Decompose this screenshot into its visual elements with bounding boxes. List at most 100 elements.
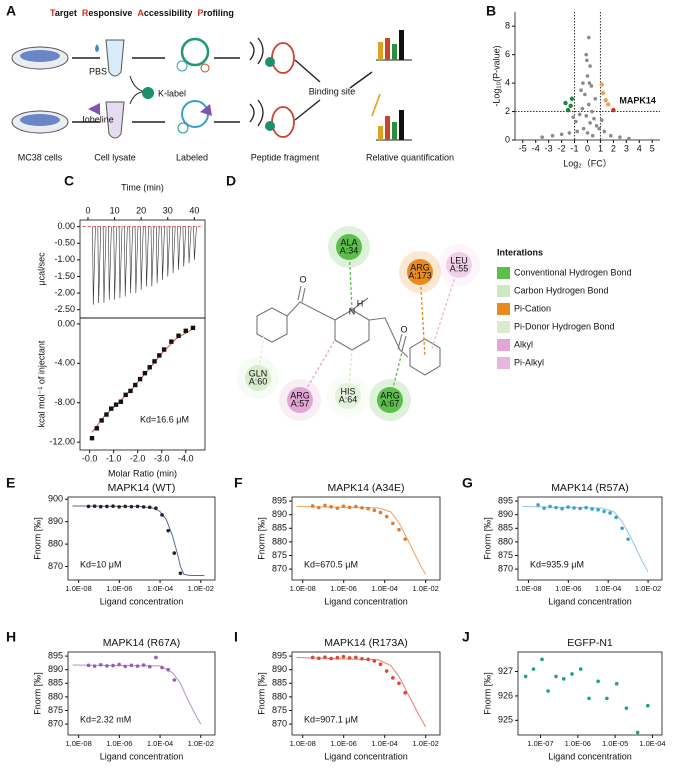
point xyxy=(123,504,128,509)
point xyxy=(403,537,407,541)
point xyxy=(584,52,589,57)
point xyxy=(154,655,158,660)
y-tick-label: -2.50 xyxy=(54,304,75,314)
point xyxy=(586,35,591,40)
y-tick-label: 870 xyxy=(272,718,287,728)
panel-label: A xyxy=(6,3,16,19)
panel-label: C xyxy=(64,173,74,189)
x-tick-label: 1.0E-06 xyxy=(331,584,357,593)
residue xyxy=(377,387,403,413)
point xyxy=(323,503,327,508)
y-tick-label: 875 xyxy=(48,705,63,715)
chart-title: MAPK14 (R67A) xyxy=(103,637,181,649)
point xyxy=(384,514,389,519)
point xyxy=(354,655,358,660)
step-label: Peptide fragment xyxy=(251,152,320,162)
y-tick-label: -8.00 xyxy=(54,397,75,407)
legend-label: Alkyl xyxy=(514,339,533,349)
point xyxy=(378,510,383,515)
residue xyxy=(336,234,362,260)
x-tick-label: 30 xyxy=(163,205,173,215)
point xyxy=(329,504,333,509)
axes xyxy=(67,496,216,581)
y-tick-label: 890 xyxy=(48,664,63,674)
point xyxy=(596,507,600,512)
residue xyxy=(287,387,313,413)
point xyxy=(172,551,177,555)
x-tick-label: -3.0 xyxy=(154,453,170,463)
point xyxy=(620,526,624,531)
axes xyxy=(517,651,663,736)
axes xyxy=(291,651,441,736)
label: Binding site xyxy=(309,86,356,96)
point xyxy=(397,527,401,532)
point xyxy=(635,730,640,735)
x-tick-label: 1.0E-06 xyxy=(555,584,581,593)
molecule xyxy=(256,285,441,376)
y-tick-label: 885 xyxy=(48,678,63,688)
legend-swatch xyxy=(497,357,510,369)
point xyxy=(172,678,177,682)
x-tick-label: 1.0E-02 xyxy=(413,584,439,593)
point xyxy=(596,679,600,684)
point xyxy=(536,503,540,507)
step-label: MC38 cells xyxy=(18,152,63,162)
x-tick-label: 1.0E-04 xyxy=(147,739,173,748)
y-tick-label: 895 xyxy=(272,495,287,505)
x-tick-label: 1.0E-06 xyxy=(106,584,132,593)
legend-label: Carbon Hydrogen Bond xyxy=(514,285,609,295)
x-axis-label: Ligand concentration xyxy=(324,596,408,606)
point xyxy=(581,81,585,85)
point xyxy=(608,511,612,515)
point xyxy=(540,657,544,662)
y-tick-label: 885 xyxy=(498,523,513,533)
residue-chain: A:55 xyxy=(450,263,469,273)
point xyxy=(614,515,618,520)
residue-name: ARG xyxy=(380,390,400,400)
chart-title: MAPK14 (WT) xyxy=(108,482,176,494)
x-tick-label: 1.0E-07 xyxy=(527,739,553,748)
point xyxy=(548,504,552,509)
step-label: Labeled xyxy=(176,152,208,162)
point xyxy=(123,392,128,398)
point xyxy=(403,691,407,695)
point xyxy=(587,81,592,85)
y-tick-label: 0 xyxy=(505,134,510,144)
residue-name: ARG xyxy=(410,262,430,272)
y-tick-label: 6 xyxy=(505,49,510,59)
point xyxy=(590,507,594,511)
injection-peak xyxy=(145,226,149,287)
x-tick-label: 1.0E-04 xyxy=(372,739,398,748)
y-tick-label: 926 xyxy=(498,690,513,700)
point xyxy=(561,677,566,681)
point xyxy=(137,376,143,382)
residue xyxy=(335,383,361,409)
y-tick-label: 880 xyxy=(272,691,287,701)
legend-label: Conventional Hydrogen Bond xyxy=(514,267,632,277)
point xyxy=(92,504,97,508)
residue-name: LEU xyxy=(450,255,468,265)
y-tick-label: 895 xyxy=(272,650,287,660)
panel-label: H xyxy=(6,629,16,645)
point xyxy=(572,506,576,510)
y-tick-label: 0.00 xyxy=(57,221,75,231)
injection-peak xyxy=(193,226,197,260)
legend-swatch xyxy=(497,339,510,351)
point xyxy=(105,504,109,509)
y-tick-label: 870 xyxy=(498,563,513,573)
x-tick-label: 1.0E-08 xyxy=(66,739,92,748)
point xyxy=(147,505,152,510)
x-tick-label: 1.0E-06 xyxy=(565,739,591,748)
point xyxy=(583,92,587,97)
y-tick-label: -12.00 xyxy=(49,436,75,446)
injection-peak xyxy=(156,226,160,284)
y-tick-label: 0.00 xyxy=(57,318,75,328)
x-tick-label: 3 xyxy=(624,143,629,153)
point xyxy=(117,505,121,509)
point xyxy=(599,82,604,87)
point xyxy=(360,506,364,510)
fit-line xyxy=(296,506,427,575)
residue xyxy=(446,252,472,278)
point xyxy=(190,325,196,331)
